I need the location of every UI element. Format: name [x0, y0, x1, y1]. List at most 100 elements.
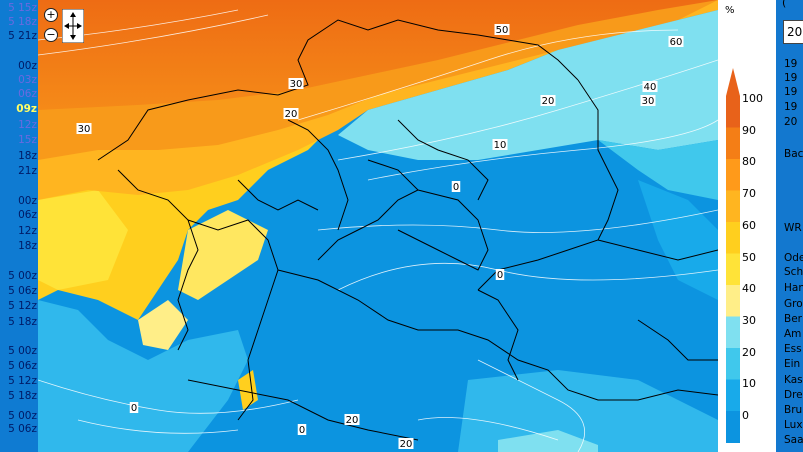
legend-tick-label: 10: [742, 377, 756, 391]
time-list-item[interactable]: 5 06z: [8, 360, 37, 372]
isoline-label-box: [398, 438, 414, 449]
isoline-label-box: [540, 95, 556, 106]
panel-text-item[interactable]: Sch: [784, 266, 803, 278]
weather-map[interactable]: 50 60 30 40 30 20 30 20 10 0 0 0 0 20 20: [38, 0, 718, 452]
time-list-item[interactable]: 5 00z: [8, 410, 37, 422]
panel-text-item[interactable]: Kas: [784, 374, 803, 386]
isoline-label: 0: [453, 182, 459, 193]
legend-tick-label: 20: [742, 345, 756, 359]
legend-tick-label: 50: [742, 250, 756, 264]
legend-tick-label: 100: [742, 92, 763, 105]
time-list-item[interactable]: 18z: [18, 240, 37, 252]
time-list-item[interactable]: 5 00z: [8, 270, 37, 282]
legend-tick-label: 60: [742, 218, 756, 232]
time-list-item[interactable]: 06z: [18, 209, 37, 221]
zoom-in-button[interactable]: +: [44, 8, 58, 22]
legend-color-bar: [726, 68, 740, 443]
time-list-item[interactable]: 21z: [18, 165, 37, 177]
color-scale-legend: % 100 90 80 70 60 50 40 30 20 10 0: [718, 0, 776, 452]
panel-text-item[interactable]: Lux: [784, 419, 803, 431]
panel-text-item[interactable]: 19: [784, 72, 798, 84]
time-list-item[interactable]: 00z: [18, 195, 37, 207]
isoline-label: 60: [670, 37, 683, 48]
legend-tick-label: 90: [742, 123, 756, 137]
isoline-label: 30: [290, 79, 303, 90]
time-list-item[interactable]: 5 18z: [8, 316, 37, 328]
time-list-item[interactable]: 5 06z: [8, 423, 37, 435]
legend-color-step: [726, 285, 740, 317]
time-list-item[interactable]: 12z: [18, 119, 37, 131]
panel-text-item[interactable]: 19: [784, 101, 798, 113]
panel-text-item[interactable]: Ber: [784, 313, 802, 325]
isoline-label: 50: [496, 25, 509, 36]
time-list-item[interactable]: 03z: [18, 74, 37, 86]
legend-unit: %: [725, 5, 735, 16]
isoline-label-box: [129, 402, 139, 413]
time-list-item[interactable]: 5 06z: [8, 285, 37, 297]
legend-color-step: [726, 348, 740, 380]
year-select[interactable]: 20: [783, 20, 803, 44]
cloud-cover-map: 50 60 30 40 30 20 30 20 10 0 0 0 0 20 20: [38, 0, 718, 452]
panel-text-item[interactable]: Bac: [784, 148, 803, 160]
time-list-item[interactable]: 18z: [18, 150, 37, 162]
time-list-item[interactable]: 5 12z: [8, 375, 37, 387]
time-list-item[interactable]: 5 15z: [8, 2, 37, 14]
settings-panel: ( 20 19 19 19 19 20 Bac WR Ode Sch Han Gro Ber Am Ess…: [776, 0, 803, 452]
isoline-label: 30: [78, 124, 91, 135]
isoline-label-box: [640, 95, 656, 106]
legend-color-step: [726, 190, 740, 223]
pan-arrows-icon[interactable]: [62, 9, 84, 43]
panel-text-item[interactable]: 19: [784, 58, 798, 70]
legend-color-step: [726, 159, 740, 191]
time-list-item[interactable]: 06z: [18, 88, 37, 100]
panel-text-item[interactable]: Ess: [784, 343, 802, 355]
panel-text-item[interactable]: Ein: [784, 358, 801, 370]
zoom-out-button[interactable]: −: [44, 28, 58, 42]
legend-tick-label: 0: [742, 409, 749, 422]
isoline-label: 20: [346, 415, 359, 426]
time-list-item[interactable]: 00z: [18, 60, 37, 72]
legend-color-step: [726, 379, 740, 412]
isoline-label-box: [76, 123, 92, 134]
panel-text-item[interactable]: 19: [784, 86, 798, 98]
time-list-item[interactable]: 5 00z: [8, 345, 37, 357]
legend-color-step: [726, 316, 740, 349]
isoline-label: 30: [642, 96, 655, 107]
time-list-item[interactable]: 09z: [16, 103, 37, 115]
panel-text-item[interactable]: Am: [784, 328, 802, 340]
panel-text-item[interactable]: WR: [784, 222, 802, 234]
panel-text-item[interactable]: Dre: [784, 389, 803, 401]
panel-text-item[interactable]: Gro: [784, 298, 803, 310]
panel-text-item[interactable]: 20: [784, 116, 798, 128]
isoline-label-box: [288, 78, 304, 89]
time-list-item[interactable]: 5 18z: [8, 390, 37, 402]
legend-tick-label: 40: [742, 282, 756, 296]
time-list-item[interactable]: 5 12z: [8, 300, 37, 312]
time-list-item[interactable]: 5 21z: [8, 30, 37, 42]
isoline-label-box: [642, 81, 658, 92]
panel-text-item[interactable]: Bru: [784, 404, 803, 416]
isoline-label: 20: [542, 96, 555, 107]
isoline-label: 10: [494, 140, 507, 151]
legend-color-step: [726, 222, 740, 254]
isoline-label: 20: [285, 109, 298, 120]
time-list-item[interactable]: 15z: [18, 134, 37, 146]
isoline-label-box: [297, 424, 307, 435]
legend-tick-label: 30: [742, 313, 756, 327]
time-list-item[interactable]: 12z: [18, 225, 37, 237]
isoline-label: 0: [299, 425, 305, 436]
isoline-label-box: [668, 36, 684, 47]
panel-bracket: (: [782, 0, 787, 9]
time-list-item[interactable]: 5 18z: [8, 16, 37, 28]
isoline-label: 0: [131, 403, 137, 414]
map-navigation: + −: [44, 6, 88, 44]
legend-color-step: [726, 127, 740, 160]
isoline-label-box: [451, 181, 461, 192]
isoline-label: 0: [497, 270, 503, 281]
panel-text-item[interactable]: Han: [784, 282, 803, 294]
isoline-label-box: [492, 139, 508, 150]
panel-text-item[interactable]: Saa: [784, 434, 803, 446]
panel-text-item[interactable]: Ode: [784, 252, 803, 264]
isoline-label-box: [495, 269, 505, 280]
legend-tick-label: 70: [742, 187, 756, 201]
